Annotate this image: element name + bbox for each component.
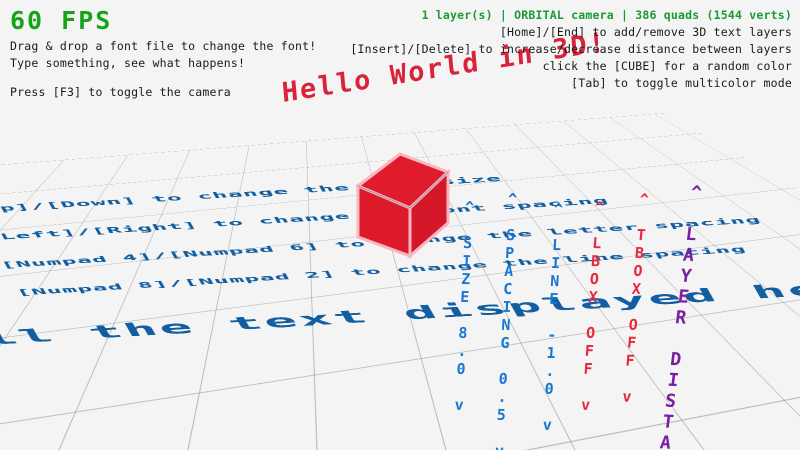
label-up-chevron[interactable]: ^ <box>549 199 569 219</box>
label-down-chevron[interactable]: v <box>617 387 637 406</box>
hint-line: Type something, see what happens! <box>10 56 246 70</box>
cube[interactable] <box>352 148 451 260</box>
fps-counter: 60 FPS <box>10 6 113 35</box>
label-up-chevron[interactable]: ^ <box>460 197 480 217</box>
status-line: [Home]/[End] to add/remove 3D text layer… <box>499 25 792 39</box>
cube-icon[interactable] <box>344 138 464 268</box>
label-up-chevron[interactable]: ^ <box>589 197 609 217</box>
label-up-chevron[interactable]: ^ <box>634 189 655 209</box>
label-down-chevron[interactable]: v <box>490 442 509 450</box>
label-down-chevron[interactable]: v <box>575 395 596 415</box>
hint-spacer <box>10 72 316 84</box>
label-up-chevron[interactable]: ^ <box>503 189 523 209</box>
label-down-chevron[interactable]: v <box>537 415 557 434</box>
label-up-chevron[interactable]: ^ <box>684 181 709 204</box>
status-line: click the [CUBE] for a random color <box>542 59 792 73</box>
label-down-chevron[interactable]: v <box>449 395 469 415</box>
status-block: 1 layer(s) | ORBITAL camera | 386 quads … <box>350 7 792 92</box>
status-line: [Insert]/[Delete] to increase/decrease d… <box>350 42 792 56</box>
status-line: [Tab] to toggle multicolor mode <box>571 76 792 90</box>
hint-line: Press [F3] to toggle the camera <box>10 85 231 99</box>
hint-line: Drag & drop a font file to change the fo… <box>10 39 317 53</box>
hint-block: Drag & drop a font file to change the fo… <box>10 38 316 101</box>
status-line-summary: 1 layer(s) | ORBITAL camera | 386 quads … <box>421 8 792 22</box>
